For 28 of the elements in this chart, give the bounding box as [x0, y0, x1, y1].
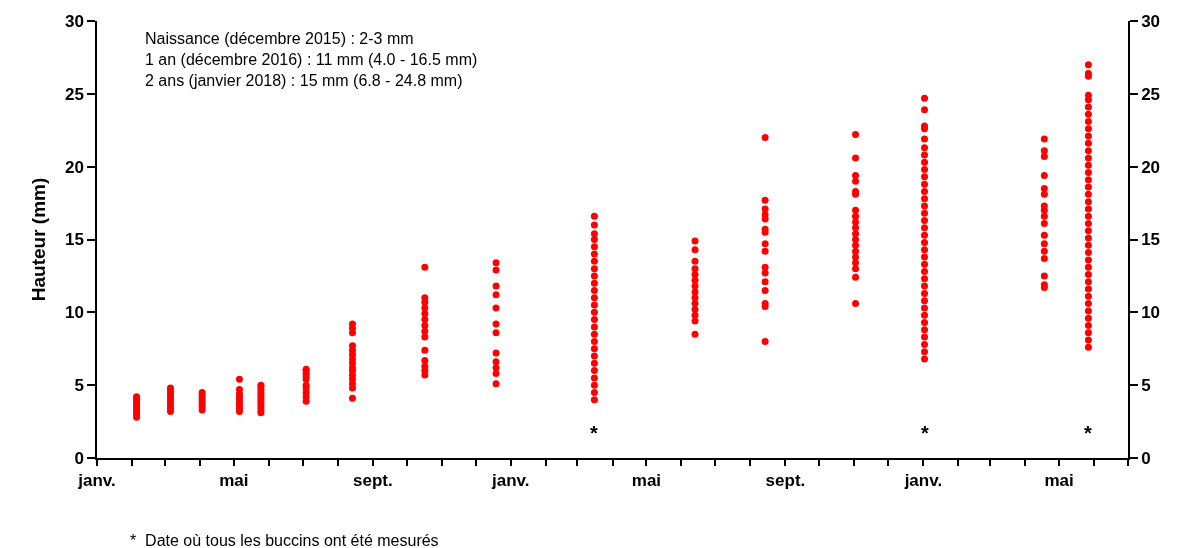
x-tick-label: mai	[631, 471, 662, 491]
y2-tick-label: 0	[1141, 448, 1151, 468]
y-tick-label: 0	[74, 448, 84, 468]
x-tick-label: sept.	[765, 471, 806, 491]
annotation: *	[921, 422, 929, 444]
y2-tick-label: 25	[1141, 84, 1161, 104]
text: * Date où tous les buccins ont été mesurés	[130, 532, 439, 548]
x-tick-label: sept.	[353, 471, 393, 491]
x-tick-label: mai	[1044, 471, 1074, 491]
y-tick-label: 30	[64, 11, 84, 31]
annotation: *	[590, 422, 598, 444]
y-tick-label: 5	[74, 376, 84, 396]
y-axis-title: Hauteur (mm)	[28, 177, 50, 302]
annotation: *	[1084, 422, 1092, 444]
y2-tick-label: 20	[1141, 157, 1161, 177]
y-tick-label: 10	[64, 303, 84, 323]
x-tick-label: janv.	[903, 471, 943, 491]
y-tick-label: 20	[64, 157, 84, 177]
y2-tick-label: 10	[1141, 303, 1161, 323]
y-tick-label: 15	[64, 230, 84, 250]
x-tick-label: mai	[219, 471, 249, 491]
y-tick-label: 25	[64, 84, 84, 104]
y2-tick-label: 5	[1141, 376, 1151, 396]
x-tick-label: janv.	[491, 471, 530, 491]
annotation: Naissance (décembre 2015) : 2-3 mm 1 an (décembre 2016) : 11 mm (4.0 - 16.5 mm) 2 ans (janvier 2018) : 15 mm (6.8 - 24.8 mm)	[145, 30, 478, 89]
x-tick-label: janv.	[77, 471, 116, 491]
y2-tick-label: 30	[1141, 11, 1161, 31]
y2-tick-label: 15	[1141, 230, 1161, 250]
